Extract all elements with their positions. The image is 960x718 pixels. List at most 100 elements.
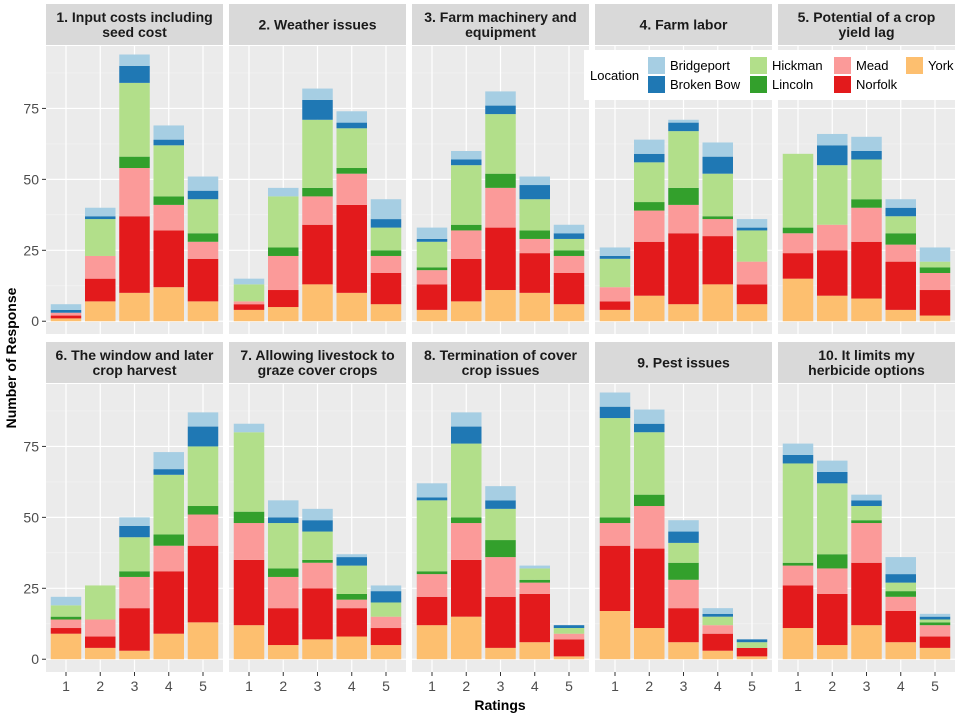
bar-segment-bridgeport [187,412,219,427]
bar-segment-bridgeport [599,392,631,407]
bar-segment-mead [817,224,848,251]
facet-title: 8. Termination of cover crop issues [424,347,578,378]
bar-segment-norfolk [736,284,768,305]
bar-segment-lincoln [451,224,482,231]
legend-box [584,50,958,100]
bar-segment-bridgeport [268,500,299,518]
bar-segment-mead [919,625,951,637]
bar-segment-mead [519,582,550,594]
bar-segment-bridgeport [668,119,699,123]
bar-segment-york [119,650,150,660]
bar-segment-mead [599,287,631,302]
bar-segment-mead [50,312,82,316]
bar-segment-lincoln [268,247,299,256]
bar-segment-bridgeport [119,54,150,66]
bar-segment-norfolk [702,236,733,285]
x-tick-label: 5 [931,678,939,694]
bar-segment-mead [519,238,550,254]
bar-segment-mead [336,599,367,609]
bar-segment-mead [85,255,116,279]
bar-segment-mead [153,204,184,231]
x-tick-label: 4 [897,678,905,694]
x-tick-label: 2 [279,678,287,694]
bar-segment-bridgeport [736,219,768,228]
bar-segment-norfolk [519,593,550,643]
bar-segment-bridgeport [519,565,550,569]
bar-segment-mead [370,616,402,629]
bar-segment-york [451,301,482,322]
bar-segment-norfolk [336,204,367,293]
bar-segment-norfolk [634,241,665,296]
bar-segment-mead [702,625,733,634]
y-tick-label: 75 [23,438,39,454]
bar-segment-bridgeport [851,136,882,151]
bar-segment-hickman [233,432,265,512]
bar-segment-broken-bow [451,426,482,444]
bar-segment-york [885,642,916,660]
bar-segment-norfolk [485,227,516,291]
bar-segment-broken-bow [885,574,916,583]
bar-segment-bridgeport [919,613,951,617]
legend-label: Bridgeport [670,58,730,73]
bar-segment-york [187,301,219,322]
bar-segment-york [119,292,150,322]
bar-segment-broken-bow [851,500,882,507]
facet-title: 6. The window and later crop harvest [56,347,214,378]
bar-segment-mead [553,255,585,273]
bar-segment-broken-bow [336,557,367,566]
bar-segment-lincoln [119,156,150,169]
bar-segment-norfolk [519,253,550,293]
bar-segment-bridgeport [370,585,402,592]
bar-segment-lincoln [782,227,814,234]
bar-segment-lincoln [187,506,219,515]
bar-segment-lincoln [119,571,150,577]
bar-segment-broken-bow [268,517,299,524]
bar-segment-lincoln [702,216,733,220]
x-tick-label: 4 [165,678,173,694]
bar-segment-norfolk [817,593,848,646]
bar-segment-lincoln [50,616,82,620]
bar-segment-norfolk [50,315,82,319]
bar-segment-york [451,616,482,660]
bar-segment-norfolk [919,636,951,648]
bar-segment-norfolk [268,290,299,308]
facet-panel: 4. Farm labor [595,4,772,334]
x-tick-label: 3 [131,678,139,694]
bar-segment-mead [233,523,265,560]
bar-segment-broken-bow [553,625,585,629]
facet-title: 1. Input costs including seed cost [56,9,212,40]
facet-panel: 6. The window and later crop harvest [46,342,223,672]
bar-segment-mead [668,579,699,609]
bar-segment-mead [599,523,631,546]
bar-segment-mead [187,514,219,546]
bar-segment-norfolk [233,304,265,310]
bar-segment-mead [119,576,150,609]
bar-segment-york [817,295,848,322]
bar-segment-hickman [336,565,367,594]
bar-segment-hickman [919,261,951,268]
bar-segment-york [553,304,585,322]
bar-segment-broken-bow [702,613,733,617]
bar-segment-broken-bow [187,190,219,200]
bar-segment-lincoln [851,520,882,524]
bar-segment-norfolk [119,216,150,293]
bar-segment-lincoln [919,622,951,626]
bar-segment-bridgeport [553,224,585,234]
bar-segment-bridgeport [817,460,848,472]
bar-segment-hickman [336,128,367,169]
bar-segment-york [187,622,219,660]
bar-segment-lincoln [553,250,585,256]
facet-panel: 8. Termination of cover crop issues [412,342,589,672]
chart-panels: 1. Input costs including seed cost 2. Weat… [46,4,955,672]
bar-segment-hickman [817,165,848,225]
bar-segment-lincoln [519,579,550,583]
bar-segment-broken-bow [119,525,150,538]
bar-segment-york [736,656,768,660]
bar-segment-mead [851,523,882,563]
bar-segment-norfolk [553,272,585,305]
bar-segment-bridgeport [416,227,448,239]
bar-segment-norfolk [736,647,768,657]
bar-segment-lincoln [885,233,916,245]
bar-segment-york [153,287,184,322]
x-tick-label: 1 [245,678,253,694]
